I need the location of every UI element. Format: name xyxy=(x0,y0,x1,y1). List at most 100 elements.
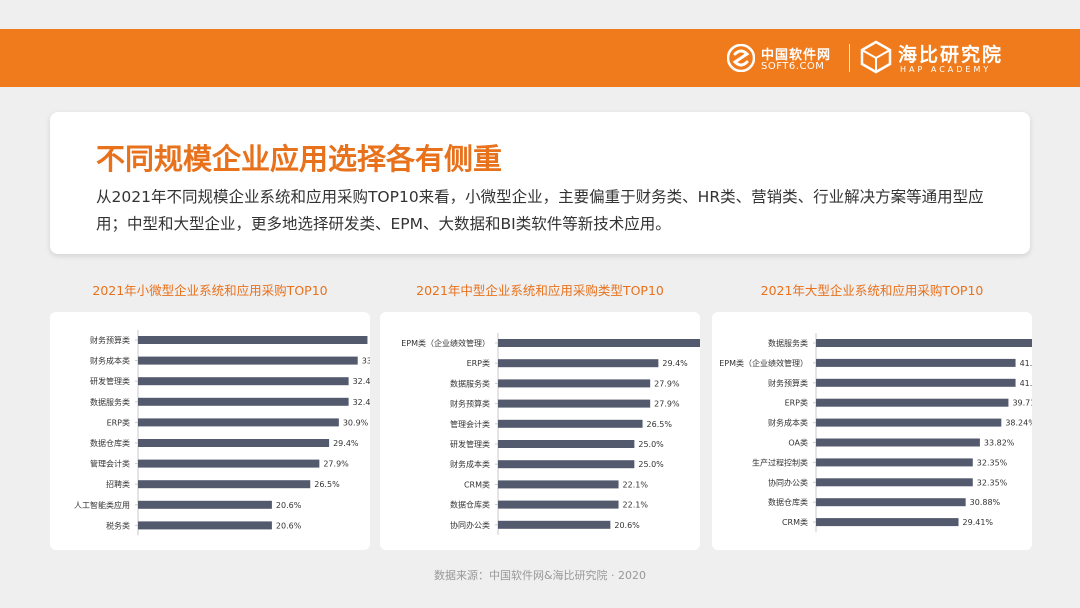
value-label: 20.6% xyxy=(276,501,302,510)
bar-chart-large: 数据服务类45.59%EPM类（企业绩效管理）41.18%财务预算类41.18%… xyxy=(719,333,1032,533)
category-label: 协同办公类 xyxy=(768,477,808,487)
value-label: 29.4% xyxy=(333,439,359,448)
chart-card-medium: EPM类（企业绩效管理）48.5%ERP类29.4%数据服务类27.9%财务预算… xyxy=(380,312,700,550)
bar xyxy=(498,480,619,489)
value-label: 27.9% xyxy=(654,379,680,388)
hap-cube-icon xyxy=(860,40,892,74)
bar xyxy=(498,399,651,408)
bar xyxy=(138,397,349,406)
category-label: 数据服务类 xyxy=(90,397,130,407)
category-label: 财务预算类 xyxy=(450,399,490,409)
data-source: 数据来源：中国软件网&海比研究院 · 2020 xyxy=(433,569,647,582)
bar-chart-medium: EPM类（企业绩效管理）48.5%ERP类29.4%数据服务类27.9%财务预算… xyxy=(401,333,700,535)
chart-title-medium: 2021年中型企业系统和应用采购类型TOP10 xyxy=(416,283,664,298)
category-label: 数据仓库类 xyxy=(450,500,490,510)
logo-divider xyxy=(849,44,850,72)
value-label: 32.35% xyxy=(977,478,1008,487)
bar xyxy=(816,358,1016,367)
bar xyxy=(498,379,651,388)
soft6-logo: 中国软件网 SOFT6.COM xyxy=(727,40,847,76)
bar-chart-small: 财务预算类35.3%财务成本类33.8%研发管理类32.4%数据服务类32.4%… xyxy=(74,330,370,536)
bar xyxy=(816,398,1009,407)
category-label: CRM类 xyxy=(782,517,808,527)
bar xyxy=(816,438,980,447)
category-label: 财务预算类 xyxy=(768,378,808,388)
value-label: 30.9% xyxy=(343,418,369,427)
value-label: 27.9% xyxy=(323,460,349,469)
bar xyxy=(498,440,635,448)
hap-logo-english: HAP ACADEMY xyxy=(900,65,992,74)
value-label: 32.4% xyxy=(353,398,370,407)
category-label: 数据服务类 xyxy=(450,378,490,388)
value-label: 26.5% xyxy=(647,420,673,429)
category-label: 协同办公类 xyxy=(450,520,490,530)
soft6-logo-icon xyxy=(727,44,755,72)
category-label: 人工智能类应用 xyxy=(74,500,130,510)
value-label: 33.8% xyxy=(362,357,370,366)
value-label: 32.35% xyxy=(977,458,1008,467)
value-label: 20.6% xyxy=(614,521,640,530)
bar xyxy=(138,418,339,427)
bar xyxy=(816,458,973,467)
bar xyxy=(816,518,959,527)
category-label: 管理会计类 xyxy=(450,419,490,429)
category-label: 数据服务类 xyxy=(768,338,808,348)
value-label: 32.4% xyxy=(353,377,370,386)
value-label: 27.9% xyxy=(654,400,680,409)
value-label: 29.41% xyxy=(963,518,994,527)
value-label: 41.18% xyxy=(1020,359,1032,368)
category-label: 数据仓库类 xyxy=(90,438,130,448)
bar xyxy=(498,460,635,469)
chart-title-large: 2021年大型企业系统和应用采购TOP10 xyxy=(760,283,984,298)
category-label: CRM类 xyxy=(464,479,490,489)
category-label: EPM类（企业绩效管理） xyxy=(719,358,808,368)
bar xyxy=(138,336,368,344)
category-label: 管理会计类 xyxy=(90,459,130,469)
category-label: ERP类 xyxy=(467,358,490,368)
bar xyxy=(816,478,973,487)
value-label: 30.88% xyxy=(970,498,1001,507)
bar xyxy=(138,377,349,386)
category-label: 研发管理类 xyxy=(90,376,130,386)
bar xyxy=(498,359,659,368)
bar xyxy=(816,378,1016,387)
bar xyxy=(498,520,611,529)
value-label: 33.82% xyxy=(984,439,1015,448)
bar xyxy=(138,521,272,530)
chart-title-small: 2021年小微型企业系统和应用采购TOP10 xyxy=(92,283,328,298)
category-label: EPM类（企业绩效管理） xyxy=(401,338,490,348)
value-label: 41.18% xyxy=(1020,379,1032,388)
hap-logo-name: 海比研究院 xyxy=(898,44,1004,66)
category-label: 财务成本类 xyxy=(450,459,490,469)
category-label: OA类 xyxy=(788,438,808,448)
value-label: 38.24% xyxy=(1005,419,1032,428)
chart-card-large: 数据服务类45.59%EPM类（企业绩效管理）41.18%财务预算类41.18%… xyxy=(712,312,1032,550)
header-bar xyxy=(0,29,1080,87)
bar xyxy=(816,498,966,507)
bar xyxy=(498,339,700,347)
value-label: 26.5% xyxy=(314,480,340,489)
soft6-logo-domain: SOFT6.COM xyxy=(761,61,825,72)
bar xyxy=(138,356,358,365)
bar xyxy=(816,418,1002,427)
category-label: 招聘类 xyxy=(106,479,130,489)
bar xyxy=(816,339,1032,347)
value-label: 25.0% xyxy=(638,440,664,449)
category-label: ERP类 xyxy=(785,398,808,408)
intro-panel: 不同规模企业应用选择各有侧重 从2021年不同规模企业系统和应用采购TOP10来… xyxy=(50,112,1030,254)
category-label: 研发管理类 xyxy=(450,439,490,449)
category-label: ERP类 xyxy=(107,417,130,427)
category-label: 财务成本类 xyxy=(768,418,808,428)
bar xyxy=(138,439,330,447)
value-label: 25.0% xyxy=(638,460,664,469)
bar xyxy=(138,480,311,489)
category-label: 财务预算类 xyxy=(90,335,130,345)
value-label: 22.1% xyxy=(623,501,649,510)
category-label: 数据仓库类 xyxy=(768,497,808,507)
hap-academy-logo: 海比研究院 HAP ACADEMY xyxy=(860,38,1020,78)
value-label: 22.1% xyxy=(623,480,649,489)
bar xyxy=(138,459,320,468)
value-label: 29.4% xyxy=(662,359,688,368)
bar xyxy=(498,419,643,428)
category-label: 税务类 xyxy=(106,520,130,530)
